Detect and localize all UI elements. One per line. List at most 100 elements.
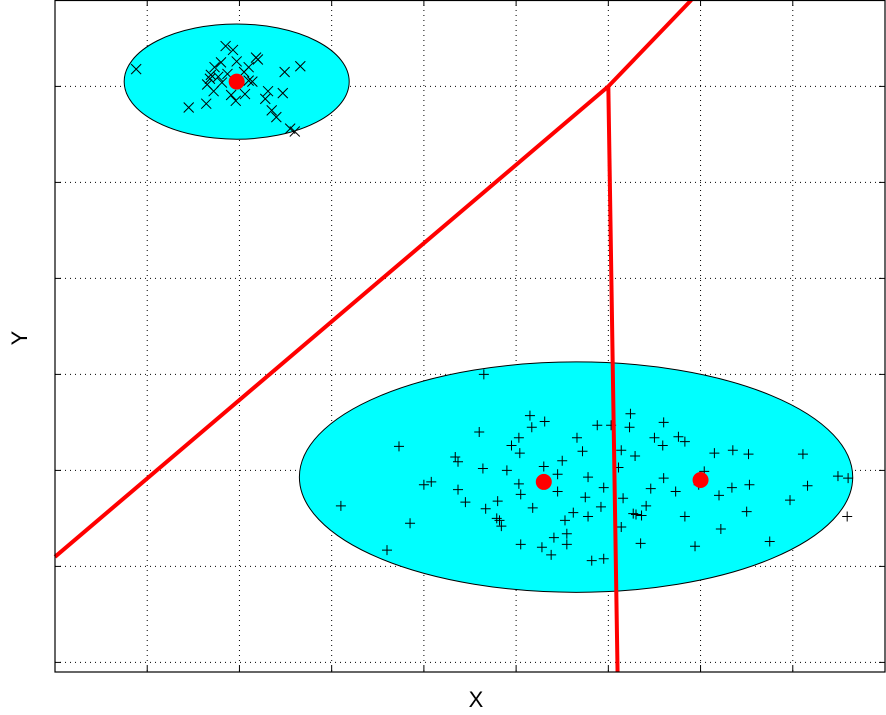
x-marker-point [277,87,289,99]
plus-marker-point [546,549,557,560]
plus-marker-point [714,490,724,501]
x-marker-point [284,123,296,134]
plus-marker-point [524,410,535,421]
x-marker-point [212,71,224,83]
x-marker-point [266,105,278,116]
plus-marker-point [715,523,726,534]
plus-marker-point [726,482,737,493]
x-marker-point [201,79,213,90]
x-marker-point [230,95,242,107]
plus-marker-point [552,469,563,480]
centroid-dot [535,473,552,490]
data-points [130,40,854,566]
plus-marker-point [559,515,570,526]
plus-marker-point [797,449,808,460]
plus-marker-point [625,408,636,419]
plus-marker-point [491,513,502,524]
plus-marker-point [539,416,550,427]
plus-marker-point [843,473,854,484]
plus-marker-point [592,420,603,431]
centroid-dot [692,472,709,488]
plus-marker-point [478,369,489,380]
plus-marker-point [744,479,755,490]
plus-marker-point [496,521,507,532]
plus-marker-point [568,507,579,518]
x-marker-point [216,77,228,88]
plus-marker-point [641,500,652,511]
x-axis-label: X [469,687,484,712]
plus-marker-point [616,522,627,533]
plus-marker-point [586,555,597,566]
plus-marker-point [514,448,525,459]
plus-marker-point [515,489,526,500]
plus-marker-point [571,432,582,443]
plus-marker-point [649,432,660,443]
x-marker-point [247,76,258,87]
plus-marker-point [501,465,512,476]
x-marker-point [205,69,217,81]
plus-marker-point [631,509,641,520]
plus-marker-point [628,508,639,519]
plus-marker-point [709,448,720,459]
plus-marker-point [785,495,796,506]
plus-marker-point [477,463,488,474]
plus-marker-point [453,456,464,467]
plus-marker-point [673,431,684,442]
plus-marker-point [598,553,609,564]
plus-marker-point [657,440,668,451]
plus-marker-point [453,484,464,495]
plus-marker-point [727,445,738,456]
x-marker-point [279,66,290,78]
plus-marker-point [598,482,609,493]
plus-marker-point [616,445,627,456]
cluster-centroids [228,73,709,490]
plus-marker-point [842,511,853,522]
plus-marker-point [527,502,538,513]
plus-marker-point [630,451,641,461]
plus-marker-point [393,441,404,452]
plus-marker-point [480,503,491,514]
plus-marker-point [506,440,517,451]
plus-marker-point [764,536,775,547]
plus-marker-point [832,471,843,482]
x-marker-point [215,57,227,68]
decision-boundaries [53,0,693,673]
decision-boundary-line [606,86,620,673]
plus-marker-point [418,479,429,490]
axis-ticks [55,0,885,672]
plus-marker-point [658,417,669,428]
x-marker-point [209,61,220,73]
plus-marker-point [743,449,754,460]
plus-marker-point [802,480,813,491]
plus-marker-point [536,542,547,553]
plus-marker-point [426,476,437,487]
plus-marker-point [618,493,629,504]
centroid-dot [228,73,245,90]
x-marker-point [250,52,262,63]
plus-marker-point [595,501,606,512]
plus-marker-point [526,422,537,433]
plus-marker-point [577,446,588,457]
plus-marker-point [450,451,461,462]
plus-marker-point [580,492,591,503]
plus-marker-point [492,496,503,507]
plus-marker-point [538,461,549,472]
plus-marker-point [561,528,572,539]
plus-marker-point [636,510,647,521]
plus-marker-point [583,511,594,522]
x-marker-point [130,63,142,75]
plus-marker-point [741,506,752,517]
plot-frame [54,0,886,673]
plus-marker-point [515,539,526,550]
plus-marker-point [513,432,524,443]
plus-marker-point [552,486,563,497]
cluster-ellipses [123,23,854,593]
plus-marker-point [635,538,646,549]
plus-marker-point [460,497,471,508]
plus-marker-point [583,472,594,483]
x-marker-point [270,111,282,123]
x-marker-point [225,89,237,101]
x-marker-point [262,85,274,97]
plus-marker-point [513,478,524,489]
